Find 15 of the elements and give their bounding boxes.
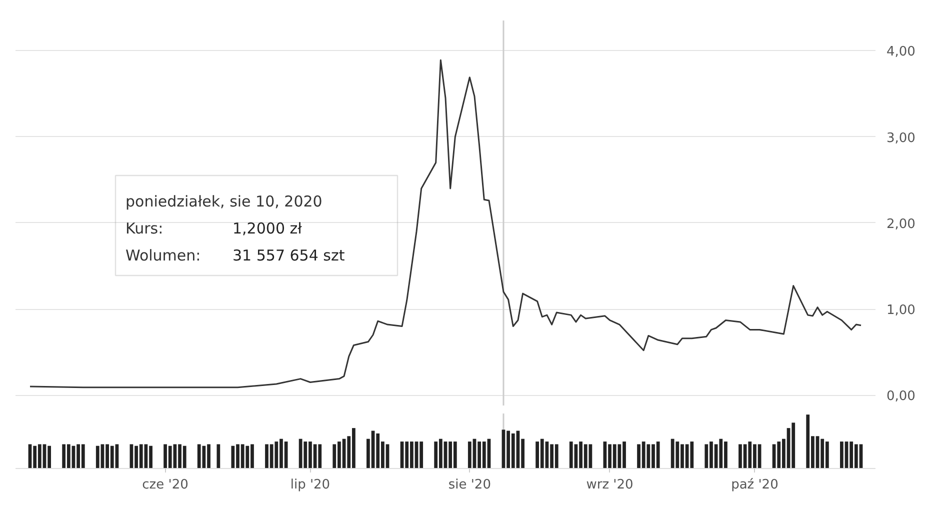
annotation: 1,2000 zł bbox=[232, 220, 303, 238]
annotation: Wolumen: bbox=[126, 246, 201, 264]
y-tick-label: 0,00 bbox=[886, 389, 916, 404]
x-tick-label: wrz '20 bbox=[586, 478, 634, 492]
x-tick-label: lip '20 bbox=[290, 478, 330, 492]
y-tick-label: 3,00 bbox=[886, 130, 916, 146]
x-tick-label: paź '20 bbox=[731, 478, 778, 492]
x-tick-label: sie '20 bbox=[448, 478, 491, 492]
y-tick-label: 1,00 bbox=[886, 303, 916, 318]
annotation: Kurs: bbox=[126, 220, 164, 238]
x-tick-label: cze '20 bbox=[142, 478, 188, 492]
y-tick-label: 4,00 bbox=[886, 44, 916, 60]
y-tick-label: 2,00 bbox=[886, 216, 916, 232]
annotation: 31 557 654 szt bbox=[232, 246, 345, 264]
annotation: poniedziałek, sie 10, 2020 bbox=[126, 192, 322, 210]
